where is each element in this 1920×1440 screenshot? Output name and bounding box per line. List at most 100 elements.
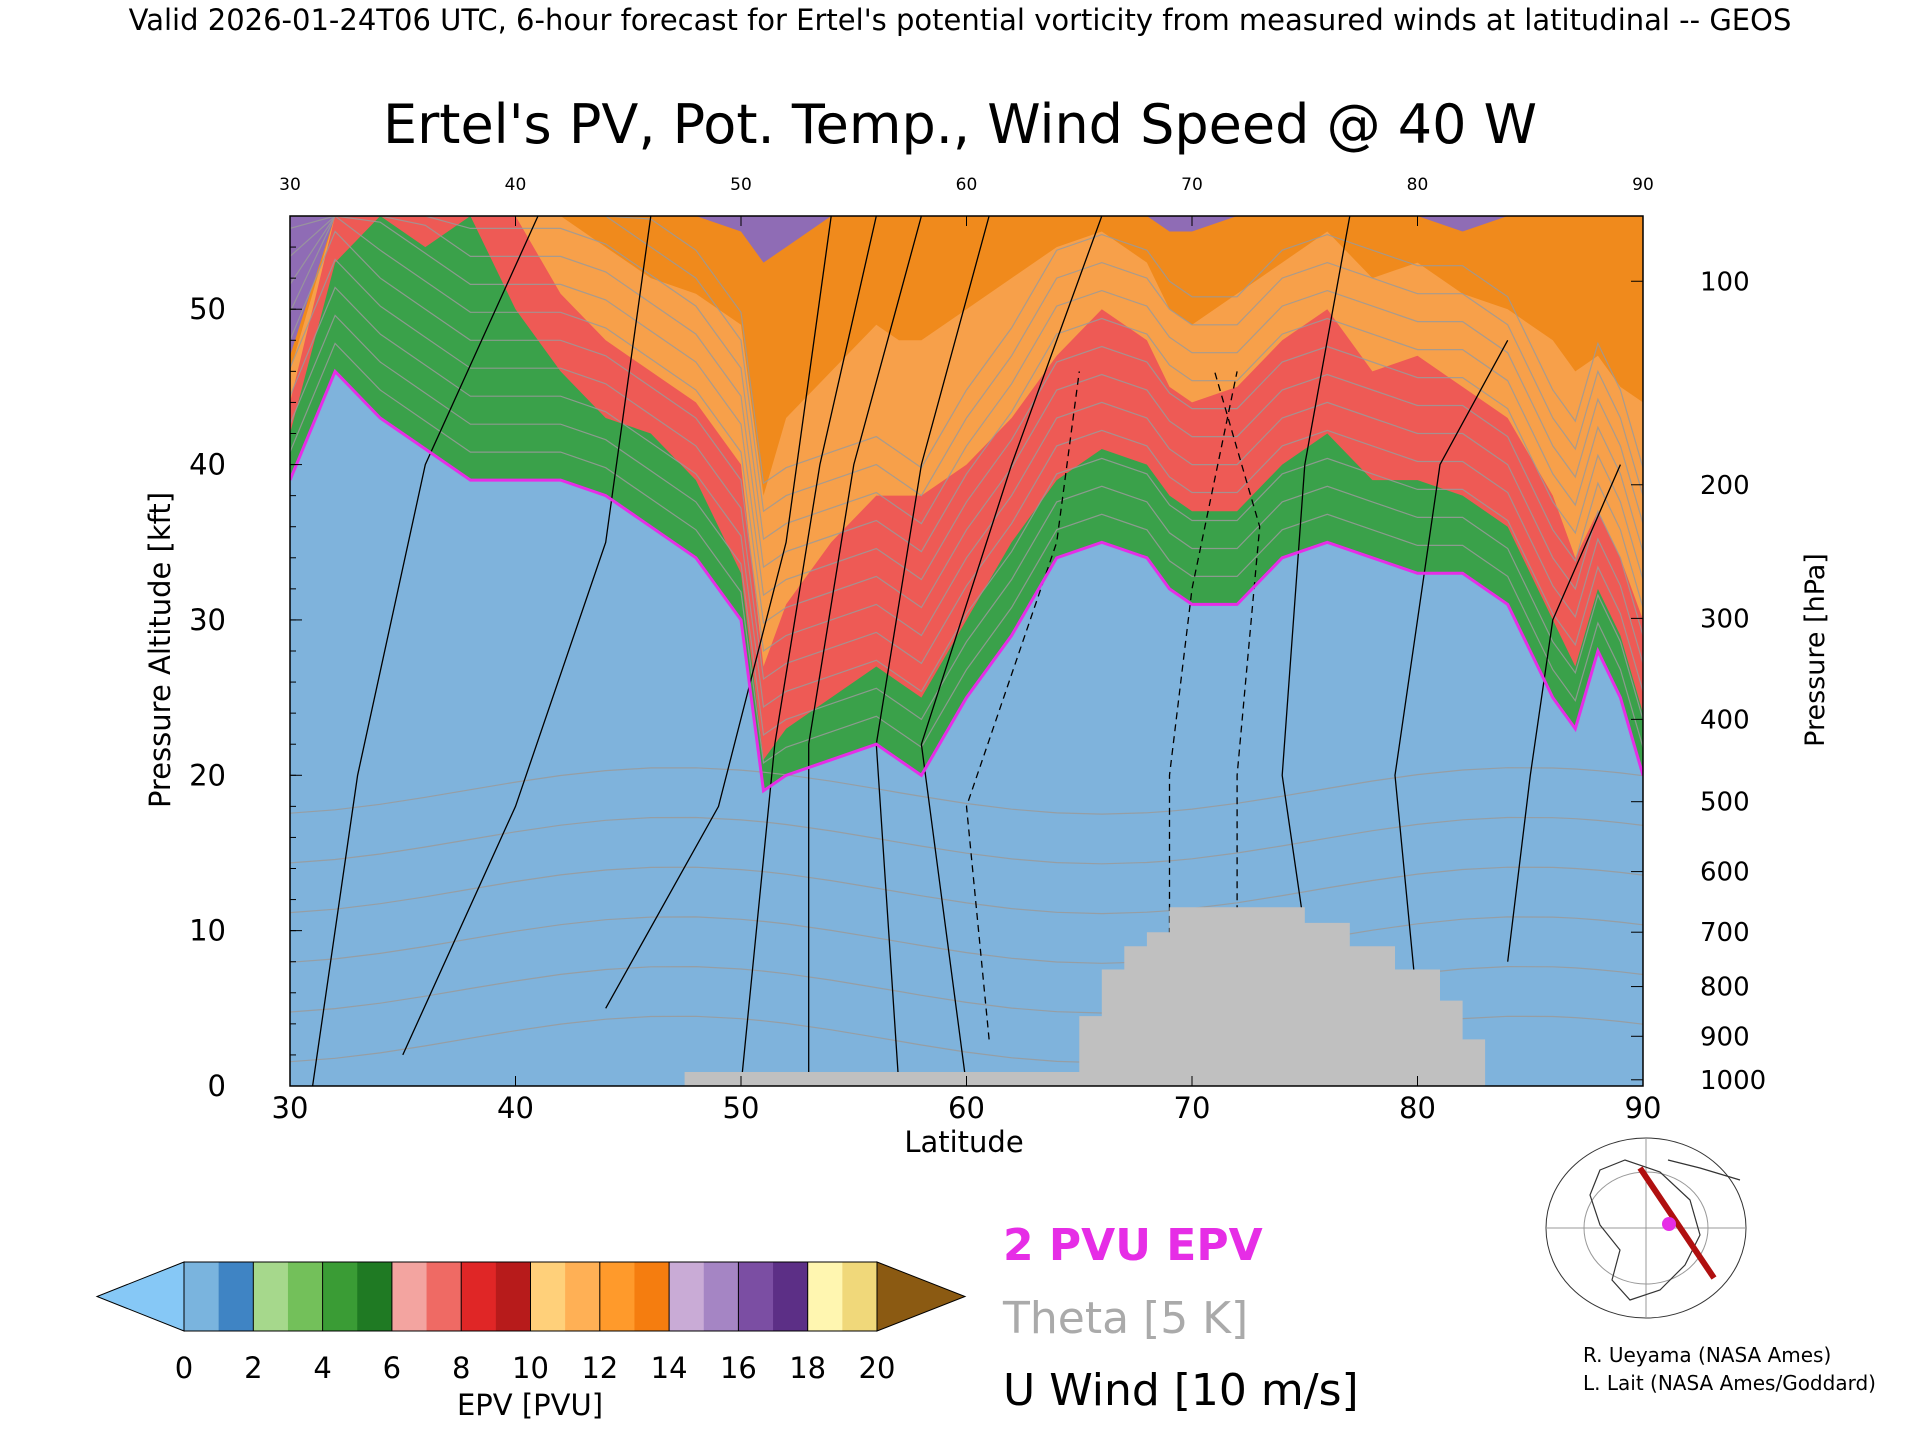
- colorbar-swatch: [253, 1262, 289, 1331]
- legend-pv2: 2 PVU EPV: [1003, 1220, 1263, 1271]
- y-tick-label-right: 300: [1700, 604, 1750, 634]
- credit-line-1: R. Ueyama (NASA Ames): [1583, 1343, 1831, 1367]
- colorbar-swatch: [218, 1262, 254, 1331]
- colorbar-tick-label: 2: [244, 1351, 262, 1385]
- x-tick-label: 40: [497, 1091, 534, 1125]
- x-tick-label-top: 70: [1181, 175, 1203, 195]
- theta-contour: [290, 767, 1643, 815]
- colorbar-tick-label: 18: [789, 1351, 826, 1385]
- y-axis-label-right: Pressure [hPa]: [1800, 553, 1831, 747]
- colorbar-swatch: [669, 1262, 705, 1331]
- theta-contour: [290, 216, 1643, 569]
- colorbar-swatch: [738, 1262, 774, 1331]
- uwind-contour: [875, 216, 990, 1086]
- x-axis-label: Latitude: [904, 1125, 1023, 1159]
- y-tick-label-left: 20: [189, 758, 226, 792]
- location-map-inset: [1545, 1137, 1747, 1319]
- legend-uwind: U Wind [10 m/s]: [1003, 1365, 1359, 1416]
- transect-line: [1637, 1166, 1717, 1280]
- colorbar-under-arrow: [95, 1261, 185, 1332]
- theta-contour: [290, 216, 1643, 513]
- theta-contour: [290, 230, 1643, 653]
- y-tick-label-left: 0: [208, 1069, 226, 1103]
- theta-contour: [290, 965, 1643, 1014]
- axis-ticks: 3030404050506060707080809090010203040501…: [189, 175, 1766, 1125]
- colorbar-swatch: [287, 1262, 324, 1331]
- colorbar-swatch: [807, 1262, 843, 1331]
- theta-contour: [290, 216, 1643, 597]
- theta-contour: [290, 216, 1643, 541]
- colorbar-swatch: [599, 1262, 635, 1331]
- theta-contour: [290, 286, 1643, 708]
- colorbar-tick-label: 4: [313, 1351, 331, 1385]
- y-tick-label-right: 100: [1700, 267, 1750, 297]
- colorbar-swatch: [530, 1262, 566, 1331]
- theta-contour: [290, 816, 1643, 865]
- colorbar-swatch: [391, 1262, 428, 1331]
- epv-band-pv7: [290, 216, 1643, 667]
- colorbar-tick-label: 20: [859, 1351, 896, 1385]
- y-tick-label-right: 200: [1700, 471, 1750, 501]
- colorbar-tick-label: 14: [651, 1351, 688, 1385]
- chart-title: Ertel's PV, Pot. Temp., Wind Speed @ 40 …: [383, 93, 1537, 156]
- theta-contour: [290, 216, 1643, 625]
- colorbar-tick-label: 16: [720, 1351, 757, 1385]
- colorbar-swatch: [703, 1262, 739, 1331]
- uwind-contour: [311, 216, 539, 1086]
- uwind-contour: [920, 216, 1103, 1086]
- theta-contour: [290, 916, 1643, 964]
- x-tick-label-top: 80: [1407, 175, 1429, 195]
- colorbar: 0 2 4 6 8 10 12 14 16 18 20: [95, 1261, 967, 1385]
- credit-line-2: L. Lait (NASA Ames/Goddard): [1583, 1371, 1876, 1395]
- colorbar-swatch: [842, 1262, 878, 1331]
- theta-contour: [290, 1015, 1643, 1064]
- y-tick-label-right: 700: [1700, 918, 1750, 948]
- colorbar-swatch: [461, 1262, 497, 1331]
- x-tick-label: 60: [948, 1091, 985, 1125]
- theta-contour: [290, 866, 1643, 915]
- colorbar-tick-label: 10: [512, 1351, 549, 1385]
- uwind-contour-negative: [965, 371, 1080, 1040]
- plot-area: [290, 216, 1643, 1086]
- colorbar-swatch: [184, 1262, 220, 1331]
- x-tick-label-top: 50: [730, 175, 752, 195]
- theta-contour: [290, 314, 1643, 736]
- pv2-contour-line: [290, 368, 1643, 794]
- y-tick-label-left: 40: [189, 448, 226, 482]
- x-tick-label: 70: [1174, 1091, 1211, 1125]
- y-tick-label-right: 500: [1700, 788, 1750, 818]
- y-tick-label-right: 400: [1700, 705, 1750, 735]
- colorbar-tick-label: 12: [581, 1351, 618, 1385]
- theta-contour: [290, 216, 1643, 485]
- x-tick-label-top: 90: [1632, 175, 1654, 195]
- colorbar-swatch: [495, 1262, 531, 1331]
- uwind-contour: [1507, 464, 1621, 962]
- uwind-contour: [402, 216, 652, 1056]
- theta-contour: [290, 258, 1643, 681]
- colorbar-tick-label: 6: [383, 1351, 401, 1385]
- location-marker: [1662, 1217, 1676, 1231]
- y-tick-label-right: 600: [1700, 858, 1750, 888]
- colorbar-label: EPV [PVU]: [457, 1388, 603, 1422]
- y-tick-label-right: 900: [1700, 1022, 1750, 1052]
- y-tick-label-left: 50: [189, 292, 226, 326]
- uwind-contour: [740, 216, 877, 1086]
- legend-theta: Theta [5 K]: [1002, 1293, 1248, 1344]
- colorbar-swatch: [634, 1262, 670, 1331]
- colorbar-tick-label: 0: [175, 1351, 193, 1385]
- uwind-contour-negative: [1168, 371, 1238, 1055]
- uwind-contour: [1394, 339, 1509, 1009]
- y-tick-label-left: 30: [189, 603, 226, 637]
- uwind-contour: [808, 216, 923, 1086]
- colorbar-swatch: [357, 1262, 393, 1331]
- x-tick-label-top: 30: [279, 175, 301, 195]
- colorbar-swatch: [773, 1262, 809, 1331]
- theta-contour: [290, 342, 1643, 764]
- colorbar-swatch: [565, 1262, 601, 1331]
- x-tick-label: 50: [723, 1091, 760, 1125]
- x-tick-label-top: 60: [956, 175, 978, 195]
- terrain-mask: [684, 907, 1486, 1086]
- x-tick-label: 30: [272, 1091, 309, 1125]
- y-tick-label-left: 10: [189, 914, 226, 948]
